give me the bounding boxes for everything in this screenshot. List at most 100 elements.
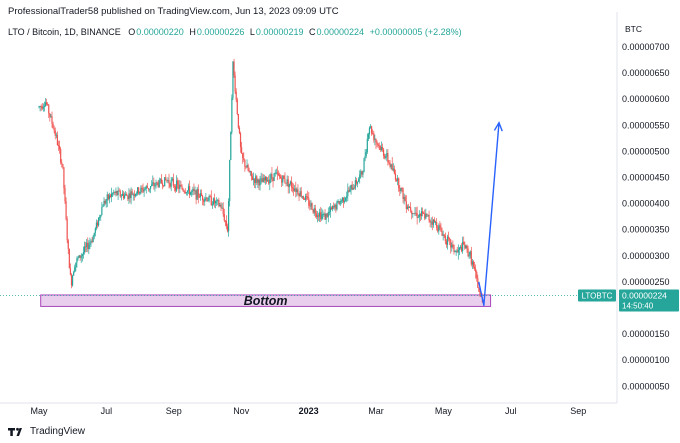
candle-body [145,186,147,189]
candle-body [71,275,74,286]
candle-body [206,197,208,202]
candle-body [479,291,481,296]
candle-body [299,191,301,197]
y-tick-label: 0.00000650 [622,68,670,78]
candle-body [407,206,410,208]
candle-body [107,194,109,200]
candle-body [286,179,288,184]
candle-body [442,234,444,236]
candle-body [281,178,283,183]
candle-body [185,192,187,194]
candle-body [392,168,394,170]
candle-body [350,184,352,189]
legend-open-value: 0.00000220 [136,27,184,37]
candle-body [112,192,114,194]
candle-body [171,178,173,181]
candle-body [462,241,464,252]
candle-body [53,128,55,131]
candle-body [219,204,221,206]
candle-body [387,153,389,163]
candle-body [189,186,191,195]
candle-body [138,187,140,194]
candle-body [280,176,282,179]
candle-body [252,178,255,180]
y-tick-label: 0.00000450 [622,173,670,183]
candle-body [179,184,181,189]
candle-body [311,203,313,210]
candle-body [397,178,399,181]
candle-body [91,241,93,243]
candle-body [70,274,73,286]
candle-body [325,213,327,220]
candle-body [327,211,329,217]
candle-body [83,246,86,253]
candle-body [231,97,233,133]
candle-body [429,220,431,222]
candle-body [418,214,420,218]
candle-body [270,174,272,180]
candle-body [382,149,385,156]
candle-body [198,197,200,198]
candle-body [65,201,67,220]
candle-body [97,217,100,226]
y-tick-label: 0.00000050 [622,381,670,391]
candle-body [293,188,295,191]
candle-body [322,214,324,215]
x-tick-label: Jul [101,406,113,416]
tradingview-brand: TradingView [30,426,86,437]
candle-body [348,190,350,192]
candle-body [76,258,78,263]
y-tick-label: 0.00000350 [622,225,670,235]
candle-body [233,61,235,76]
candle-body [54,130,56,136]
candle-body [336,201,338,210]
candle-body [405,201,407,209]
candle-body [314,208,316,214]
candle-body [362,172,364,175]
candle-body [337,201,339,202]
candle-body [475,268,477,272]
candle-body [338,201,340,205]
candle-body [218,200,220,206]
candle-body [438,225,440,232]
currency-label: BTC [625,24,642,34]
candle-body [126,194,128,196]
x-tick-label: May [30,406,48,416]
candle-body [224,220,226,222]
candle-body [352,187,354,190]
candle-body [134,193,137,197]
candle-body [152,182,154,185]
candle-body [255,176,257,183]
candle-body [365,152,367,156]
candle-body [196,188,198,200]
candle-body [298,194,300,197]
candle-body [243,157,245,160]
candle-body [436,222,438,228]
candle-body [62,163,64,168]
candle-body [113,192,115,193]
candle-body [467,248,469,257]
candle-body [304,196,307,200]
candle-body [477,278,479,288]
candle-body [391,164,393,170]
candle-body [452,244,454,246]
candle-body [73,271,75,276]
candle-body [398,178,400,189]
candle-body [284,178,286,183]
candle-body [150,186,152,189]
candle-body [148,188,151,190]
candle-body [160,179,163,184]
candle-body [115,191,117,193]
candle-body [139,191,141,194]
candle-body [478,287,480,292]
candle-body [440,227,442,232]
x-tick-label: Sep [570,406,586,416]
candle-body [419,214,421,217]
candle-body [61,162,63,164]
legend-low-label: L [249,27,255,37]
candle-body [244,159,246,167]
candle-body [379,145,381,150]
candle-body [289,181,291,184]
candle-body [464,244,466,249]
